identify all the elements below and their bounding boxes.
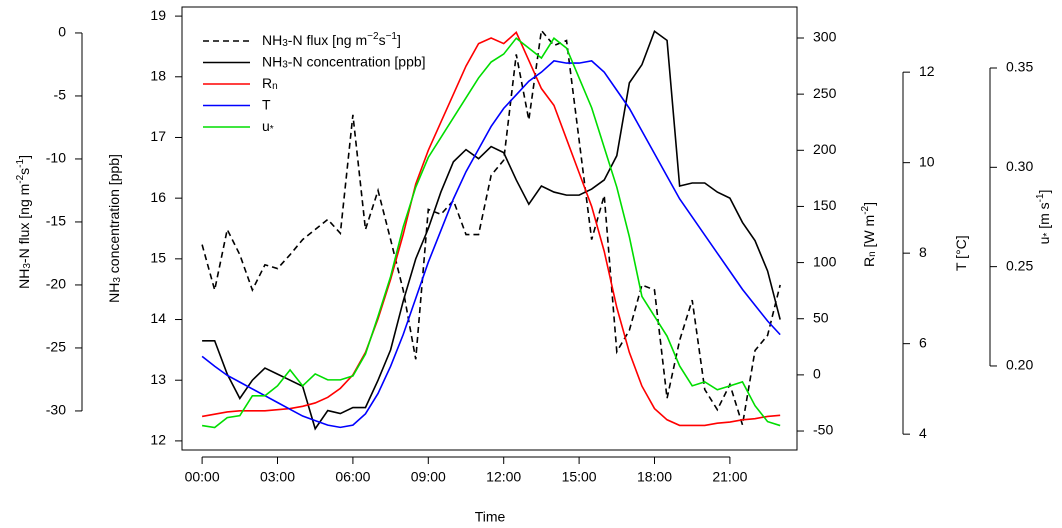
- label-part: s: [16, 168, 32, 175]
- legend-label: T: [262, 96, 271, 112]
- series-line: [201, 37, 781, 429]
- y-axis-title: NH3 concentration [ppb]: [106, 154, 123, 303]
- y-tick-label: -15: [46, 213, 66, 229]
- label-sub: 3: [282, 60, 288, 71]
- y-tick-label: 250: [813, 85, 837, 101]
- x-tick-label: 21:00: [712, 469, 747, 485]
- y-tick-label: 12: [150, 432, 166, 448]
- label-sup: -2: [860, 205, 871, 214]
- series-layer: [201, 28, 781, 431]
- series-line: [201, 59, 781, 429]
- label-part: NH: [16, 269, 32, 289]
- label-sub: *: [1042, 233, 1053, 237]
- x-tick-label: 09:00: [411, 469, 446, 485]
- label-part: -N concentration [ppb]: [288, 53, 426, 69]
- x-tick-label: 15:00: [562, 469, 597, 485]
- y-tick-label: 200: [813, 141, 837, 157]
- label-sub: 3: [282, 38, 288, 49]
- label-part: [m s: [1036, 202, 1052, 232]
- x-tick-label: 18:00: [637, 469, 672, 485]
- series-line: [201, 28, 781, 426]
- label-part: ]: [16, 155, 32, 159]
- legend-label: NH3-N flux [ng m−2s−1]: [262, 31, 401, 49]
- y-tick-label: 18: [150, 67, 166, 83]
- y-tick-label: 4: [919, 425, 927, 441]
- y-tick-label: -10: [46, 150, 66, 166]
- y-tick-label: 19: [150, 7, 166, 23]
- y-tick-label: 12: [919, 63, 935, 79]
- legend-label: u*: [262, 118, 274, 135]
- y-tick-label: -20: [46, 276, 66, 292]
- y-tick-label: 14: [150, 310, 166, 326]
- y-tick-label: -30: [46, 402, 66, 418]
- label-part: NH: [106, 283, 122, 303]
- x-tick-label: 00:00: [185, 469, 220, 485]
- label-part: NH: [262, 32, 282, 48]
- label-sup: -1: [1035, 193, 1046, 202]
- y-axis-title: u* [m s-1]: [1035, 190, 1053, 245]
- label-sup: −2: [367, 31, 379, 42]
- y-tick-label: 6: [919, 334, 927, 350]
- series-line: [201, 31, 781, 427]
- label-part: -N flux [ng m: [288, 32, 367, 48]
- label-sup: -1: [15, 158, 26, 167]
- y-tick-label: 50: [813, 309, 829, 325]
- label-part: u: [1036, 237, 1052, 245]
- label-sub: n: [867, 251, 878, 257]
- y-tick-label: 150: [813, 197, 837, 213]
- label-part: s: [379, 32, 386, 48]
- y-tick-label: 16: [150, 189, 166, 205]
- y-tick-label: 8: [919, 244, 927, 260]
- y-tick-label: 0.35: [1006, 59, 1033, 75]
- y-tick-label: 300: [813, 29, 837, 45]
- x-tick-label: 12:00: [486, 469, 521, 485]
- y-tick-label: 0.20: [1006, 357, 1033, 373]
- label-part: ]: [397, 32, 401, 48]
- label-part: R: [262, 75, 272, 91]
- y-tick-label: 0.25: [1006, 257, 1033, 273]
- legend-label: NH3-N concentration [ppb]: [262, 53, 426, 70]
- x-tick-label: 06:00: [335, 469, 370, 485]
- label-part: ]: [861, 202, 877, 206]
- label-part: NH: [262, 53, 282, 69]
- y-tick-label: 0.30: [1006, 158, 1033, 174]
- label-sub: n: [272, 81, 278, 92]
- label-sub: *: [270, 124, 274, 135]
- y-tick-label: -25: [46, 339, 66, 355]
- label-part: concentration [ppb]: [106, 154, 122, 277]
- y-tick-label: 10: [919, 153, 935, 169]
- label-part: T [°C]: [953, 235, 969, 271]
- y-tick-label: 0: [58, 24, 66, 40]
- y-tick-label: -50: [813, 422, 833, 438]
- label-part: T: [262, 96, 271, 112]
- label-part: [W m: [861, 215, 877, 252]
- label-part: R: [861, 257, 877, 267]
- label-part: ]: [1036, 190, 1052, 194]
- y-axis-title: NH3-N flux [ng m-2s-1]: [15, 155, 33, 289]
- y-tick-label: 15: [150, 250, 166, 266]
- y-tick-label: -5: [54, 87, 67, 103]
- y-axis-title: T [°C]: [953, 235, 969, 271]
- label-sup: −1: [386, 31, 398, 42]
- y-tick-label: 17: [150, 128, 166, 144]
- y-tick-label: 0: [813, 366, 821, 382]
- series-line: [202, 30, 781, 431]
- label-sup: -2: [15, 174, 26, 183]
- y-axis-title: Rn [W m-2]: [860, 202, 878, 267]
- y-tick-label: 13: [150, 371, 166, 387]
- y-tick-label: 100: [813, 253, 837, 269]
- label-part: u: [262, 118, 270, 134]
- label-sub: 3: [22, 263, 33, 269]
- x-tick-label: 03:00: [260, 469, 295, 485]
- x-axis-title: Time: [475, 509, 506, 525]
- plot-frame: [181, 6, 798, 451]
- label-part: -N flux [ng m: [16, 184, 32, 263]
- label-sub: 3: [112, 277, 123, 283]
- legend-label: Rn: [262, 75, 278, 92]
